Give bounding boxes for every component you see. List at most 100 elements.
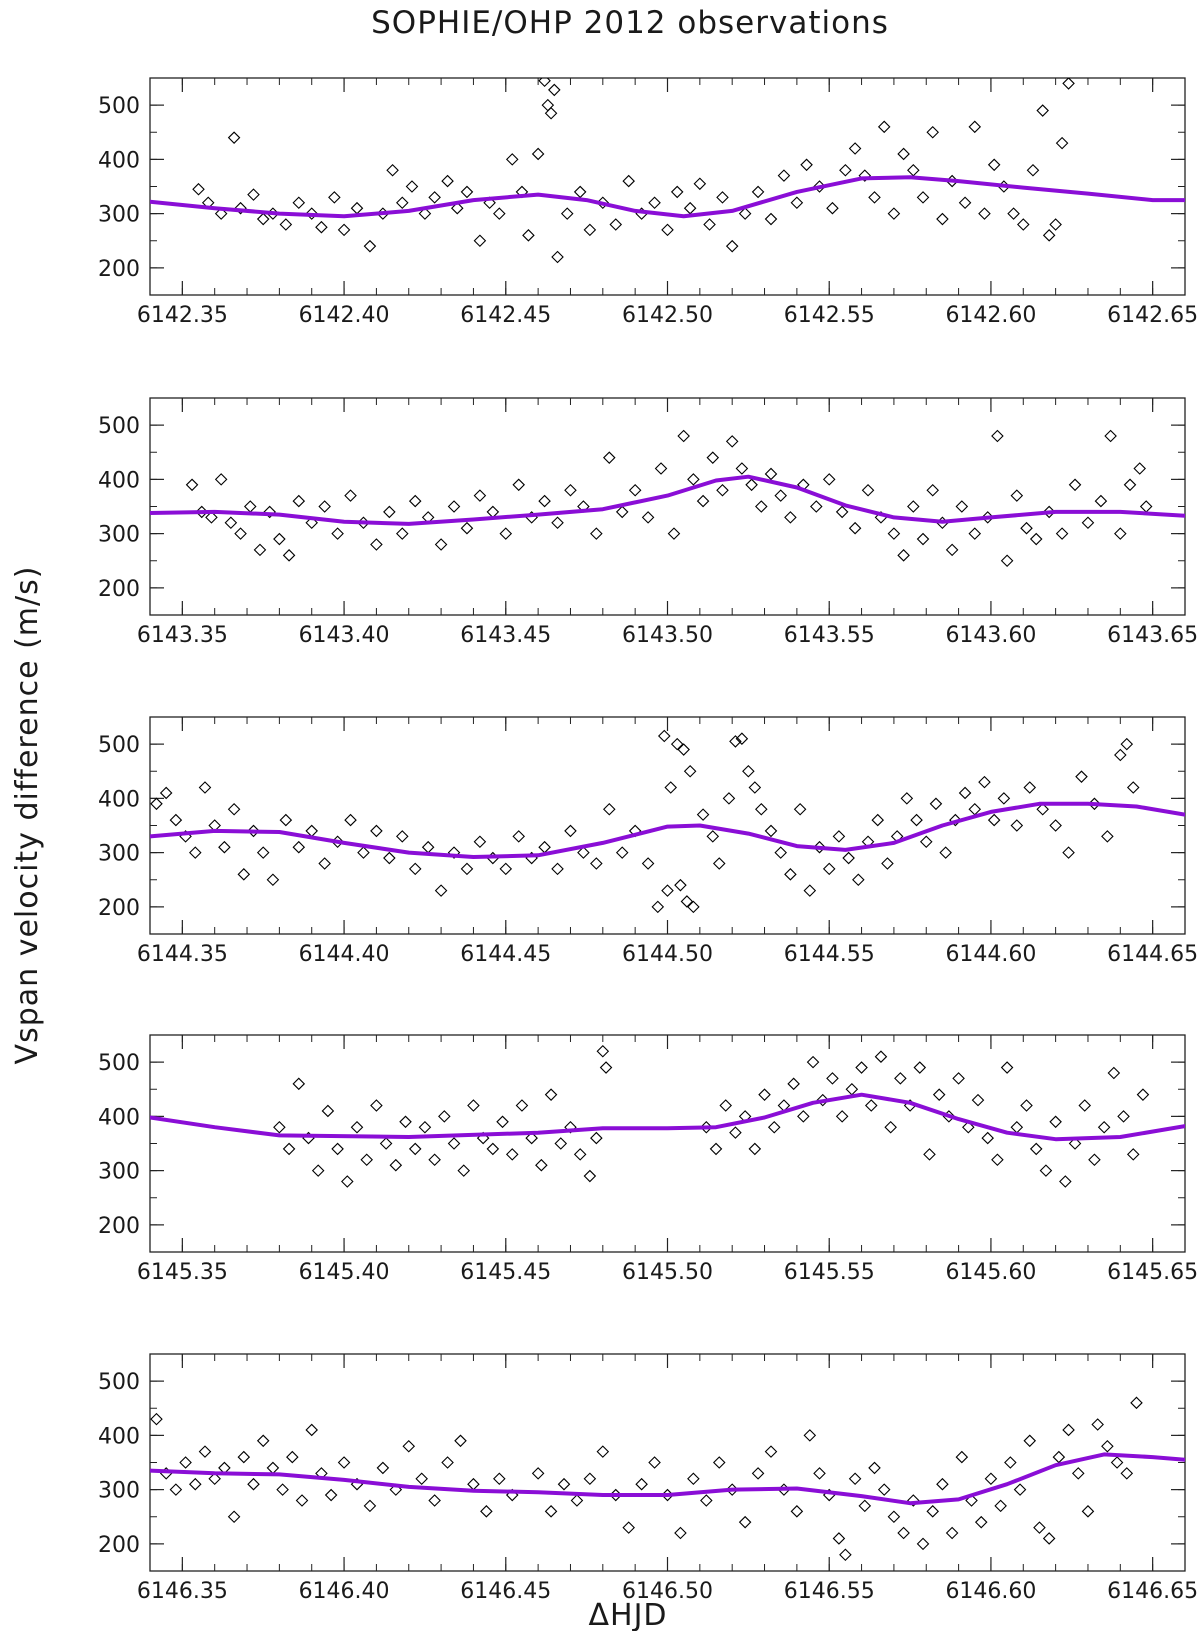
data-point [622, 174, 635, 188]
data-point [703, 218, 716, 231]
data-point [383, 505, 396, 519]
data-point [266, 873, 280, 887]
y-tick-label: 200 [98, 1214, 140, 1239]
data-point [994, 1499, 1007, 1513]
x-tick-label: 6146.50 [622, 1579, 713, 1604]
data-point [396, 527, 409, 540]
data-point [599, 1061, 613, 1074]
x-tick-label: 6144.55 [784, 942, 875, 967]
data-point [1059, 1175, 1072, 1188]
data-point [735, 732, 749, 745]
data-point [515, 1099, 529, 1112]
data-point [331, 527, 344, 540]
panels: 200 300 400 500 6142.35 6142.40 6142.45 6142.50… [98, 77, 1198, 1604]
data-point [913, 1061, 927, 1074]
data-point [344, 813, 357, 827]
data-point [292, 840, 306, 854]
data-point [573, 1148, 587, 1161]
data-point [337, 1456, 351, 1469]
data-point [286, 1450, 299, 1464]
data-point [735, 462, 749, 475]
data-point [383, 851, 396, 865]
data-point [923, 1148, 936, 1161]
data-point [742, 764, 755, 778]
data-point [473, 234, 487, 248]
data-point [936, 212, 949, 226]
data-point [1107, 1066, 1121, 1080]
data-point [535, 1158, 548, 1172]
data-point [389, 1158, 403, 1172]
data-point [603, 802, 616, 816]
data-point [916, 191, 930, 204]
data-point [997, 792, 1011, 805]
data-point [1039, 1164, 1053, 1177]
data-point [438, 1110, 451, 1123]
x-tick-label: 6146.65 [1107, 1579, 1198, 1604]
model-curve [150, 474, 1185, 526]
data-point [978, 207, 991, 220]
data-point [350, 201, 364, 215]
data-point [473, 489, 487, 502]
x-tick-label: 6142.65 [1107, 303, 1198, 328]
data-point [1114, 748, 1127, 762]
data-point [958, 786, 972, 800]
data-point [370, 1099, 383, 1112]
data-point [806, 1055, 820, 1069]
data-point [408, 494, 422, 508]
data-point [243, 500, 257, 513]
data-point [1078, 1099, 1092, 1112]
data-point [386, 163, 399, 177]
data-point [1117, 1110, 1130, 1123]
data-point [897, 549, 910, 562]
data-point [852, 873, 865, 887]
data-point [321, 1104, 335, 1118]
data-point [247, 1477, 260, 1491]
data-point [664, 781, 678, 794]
data-point [473, 835, 487, 849]
data-point [408, 862, 422, 876]
data-point [813, 1467, 826, 1480]
data-point [1139, 500, 1153, 513]
data-point [577, 846, 590, 859]
x-tick-label: 6144.40 [299, 942, 390, 967]
data-point [1020, 1099, 1033, 1112]
data-point [1130, 1396, 1143, 1410]
data-point [1055, 136, 1069, 150]
data-point [654, 462, 668, 475]
data-point [1071, 1467, 1085, 1480]
plot-data [150, 429, 1185, 568]
y-tick-label: 300 [98, 1479, 140, 1504]
data-point [227, 131, 241, 144]
data-point [331, 1142, 344, 1156]
data-point [1007, 207, 1020, 220]
data-point [848, 1472, 862, 1486]
data-point [441, 174, 454, 188]
data-point [247, 824, 260, 838]
data-point [450, 201, 464, 215]
data-point [1081, 1505, 1095, 1518]
data-point [198, 781, 212, 794]
data-point [1104, 429, 1117, 443]
data-point [712, 857, 726, 870]
x-tick-label: 6145.45 [460, 1260, 551, 1285]
data-point [916, 1537, 930, 1551]
y-tick-label: 500 [98, 94, 140, 119]
data-point [949, 813, 962, 827]
data-point [328, 191, 341, 204]
data-point [1029, 1142, 1043, 1156]
data-point [150, 797, 163, 811]
data-point [505, 153, 519, 166]
data-point [454, 1434, 467, 1448]
x-tick-label: 6145.50 [622, 1260, 713, 1285]
data-point [560, 207, 574, 220]
data-point [648, 196, 661, 210]
data-point [745, 478, 758, 492]
data-point [1010, 819, 1024, 832]
data-point [767, 1120, 781, 1134]
data-point [396, 196, 409, 210]
data-point [835, 1110, 849, 1123]
data-point [797, 1110, 810, 1123]
x-tick-label: 6143.45 [460, 623, 551, 648]
data-point [832, 1532, 846, 1545]
y-tick-label: 400 [98, 148, 140, 173]
